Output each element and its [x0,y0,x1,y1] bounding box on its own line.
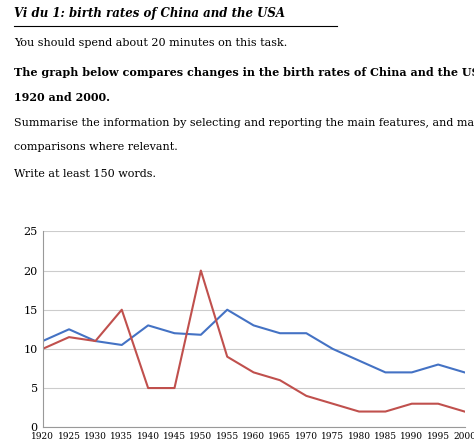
Text: The graph below compares changes in the birth rates of China and the USA between: The graph below compares changes in the … [14,67,474,78]
Text: 1920 and 2000.: 1920 and 2000. [14,92,110,103]
Text: Write at least 150 words.: Write at least 150 words. [14,169,156,179]
Text: Summarise the information by selecting and reporting the main features, and make: Summarise the information by selecting a… [14,118,474,128]
Text: Vi du 1: birth rates of China and the USA: Vi du 1: birth rates of China and the US… [14,7,285,20]
Text: You should spend about 20 minutes on this task.: You should spend about 20 minutes on thi… [14,38,287,48]
Text: comparisons where relevant.: comparisons where relevant. [14,142,178,152]
